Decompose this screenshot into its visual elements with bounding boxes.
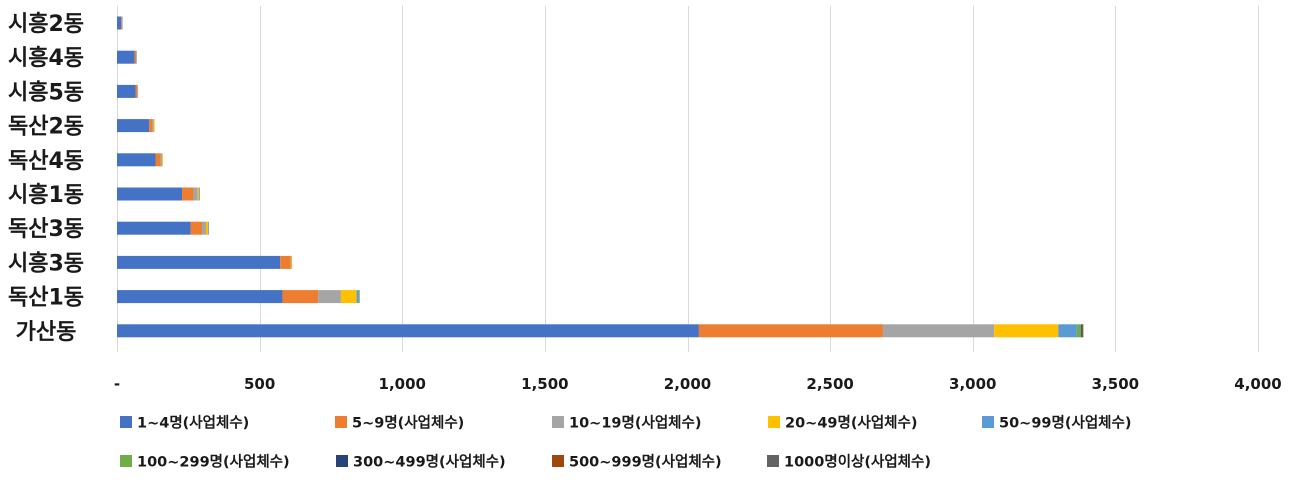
bar-segment [117, 84, 136, 98]
bar-segment [137, 84, 139, 98]
bar-segment [1081, 324, 1083, 338]
bar-segment [208, 221, 210, 235]
bar-segment [135, 84, 138, 98]
legend-label: 50~99명(사업체수) [999, 414, 1131, 432]
category-label: 가산동 [16, 320, 77, 345]
x-tick-label: - [114, 375, 120, 393]
legend-label: 300~499명(사업체수) [353, 453, 506, 471]
category-label: 독산4동 [8, 149, 84, 174]
legend-label: 500~999명(사업체수) [569, 453, 722, 471]
x-tick-label: 3,500 [1092, 375, 1139, 393]
bar-segment [117, 290, 283, 304]
x-tick-label: 2,000 [664, 375, 711, 393]
category-label: 시흥2동 [8, 12, 84, 37]
legend-swatch [982, 416, 994, 428]
x-axis-tick-labels: - 500 1,000 1,500 2,000 2,500 3,000 3,500 4,000 [114, 375, 1282, 393]
bar-segment [1082, 324, 1084, 338]
bar-segment [358, 290, 360, 304]
bar-segment [117, 324, 699, 338]
bar-segment [117, 50, 135, 64]
x-tick-label: 4,000 [1234, 375, 1281, 393]
x-tick-label: 3,000 [949, 375, 996, 393]
legend: 1~4명(사업체수) 5~9명(사업체수) 10~19명(사업체수) 20~49명(사… [120, 414, 1131, 471]
bar-segment [117, 221, 191, 235]
legend-swatch [552, 455, 564, 467]
bar-segment [197, 187, 200, 201]
bar-segment [117, 16, 122, 30]
category-label: 시흥1동 [8, 183, 84, 208]
bar-segment [994, 324, 1059, 338]
bar-segment [162, 153, 163, 167]
category-label: 시흥5동 [8, 80, 84, 105]
category-label: 독산3동 [8, 217, 84, 242]
bar-segment [136, 50, 137, 64]
bar-segment [318, 290, 341, 304]
bar-segment [356, 290, 359, 304]
category-label: 시흥3동 [8, 251, 84, 276]
legend-label: 20~49명(사업체수) [785, 414, 917, 432]
bar-segment [202, 221, 206, 235]
bar-segment [121, 16, 123, 30]
bar-segment [340, 290, 357, 304]
x-tick-label: 2,500 [806, 375, 853, 393]
bar-segment [291, 255, 293, 269]
category-label: 독산1동 [8, 286, 84, 311]
bar-segment [117, 153, 156, 167]
x-tick-label: 1,000 [379, 375, 426, 393]
bar-segment [280, 255, 291, 269]
x-tick-label: 1,500 [521, 375, 568, 393]
gridlines [117, 6, 1259, 352]
bar-segment [121, 16, 123, 30]
legend-swatch [120, 416, 132, 428]
legend-swatch [336, 455, 348, 467]
legend-label: 100~299명(사업체수) [137, 453, 290, 471]
bar-segment [182, 187, 194, 201]
bar-segment [1082, 324, 1083, 338]
bar-segment [1058, 324, 1077, 338]
category-label: 독산2동 [8, 115, 84, 140]
bar-segment [155, 153, 161, 167]
bar-segment [117, 119, 150, 133]
bar-segment [134, 50, 137, 64]
legend-label: 1~4명(사업체수) [137, 414, 249, 432]
legend-label: 1000명이상(사업체수) [784, 453, 931, 471]
bar-segment [117, 255, 281, 269]
legend-label: 5~9명(사업체수) [352, 414, 464, 432]
legend-swatch [120, 455, 132, 467]
bars [117, 16, 1084, 338]
legend-swatch [767, 455, 779, 467]
bar-segment [152, 119, 154, 133]
legend-swatch [768, 416, 780, 428]
legend-label: 10~19명(사업체수) [569, 414, 701, 432]
bar-segment [117, 187, 183, 201]
legend-swatch [552, 416, 564, 428]
bar-segment [698, 324, 883, 338]
bar-segment [193, 187, 198, 201]
legend-swatch [335, 416, 347, 428]
category-label: 시흥4동 [8, 46, 84, 71]
bar-segment [160, 153, 163, 167]
bar-segment [290, 255, 292, 269]
bar-segment [199, 187, 200, 201]
bar-segment [205, 221, 209, 235]
bar-segment [149, 119, 153, 133]
bar-segment [882, 324, 995, 338]
bar-segment [282, 290, 319, 304]
x-tick-label: 500 [244, 375, 275, 393]
bar-segment [190, 221, 203, 235]
bar-segment [1076, 324, 1082, 338]
bar-segment [153, 119, 155, 133]
